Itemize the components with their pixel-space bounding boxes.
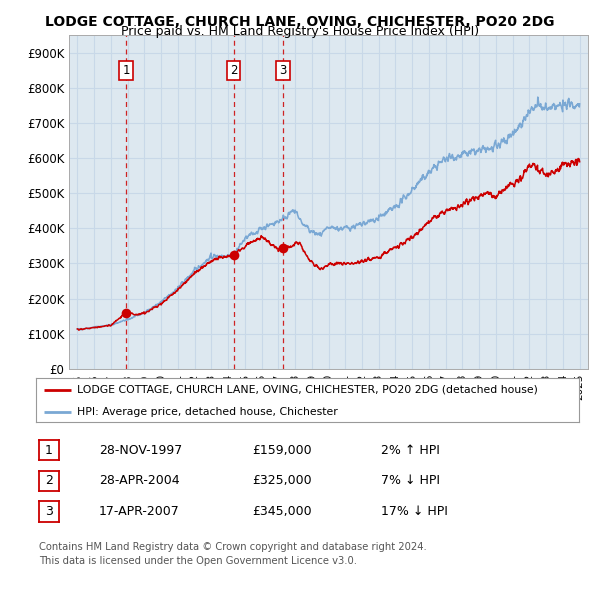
Text: 17% ↓ HPI: 17% ↓ HPI [381,505,448,518]
Text: 17-APR-2007: 17-APR-2007 [99,505,180,518]
Text: 3: 3 [45,505,53,518]
Text: Price paid vs. HM Land Registry's House Price Index (HPI): Price paid vs. HM Land Registry's House … [121,25,479,38]
Text: 1: 1 [122,64,130,77]
Text: 28-APR-2004: 28-APR-2004 [99,474,179,487]
Text: £325,000: £325,000 [252,474,311,487]
Text: 1: 1 [45,444,53,457]
Text: LODGE COTTAGE, CHURCH LANE, OVING, CHICHESTER, PO20 2DG (detached house): LODGE COTTAGE, CHURCH LANE, OVING, CHICH… [77,385,538,395]
Text: 2% ↑ HPI: 2% ↑ HPI [381,444,440,457]
Text: 3: 3 [280,64,287,77]
Text: 28-NOV-1997: 28-NOV-1997 [99,444,182,457]
Text: 2: 2 [230,64,238,77]
Text: £345,000: £345,000 [252,505,311,518]
Text: £159,000: £159,000 [252,444,311,457]
Text: HPI: Average price, detached house, Chichester: HPI: Average price, detached house, Chic… [77,407,337,417]
Text: LODGE COTTAGE, CHURCH LANE, OVING, CHICHESTER, PO20 2DG: LODGE COTTAGE, CHURCH LANE, OVING, CHICH… [45,15,555,29]
Text: 7% ↓ HPI: 7% ↓ HPI [381,474,440,487]
Text: Contains HM Land Registry data © Crown copyright and database right 2024.
This d: Contains HM Land Registry data © Crown c… [39,542,427,566]
Text: 2: 2 [45,474,53,487]
